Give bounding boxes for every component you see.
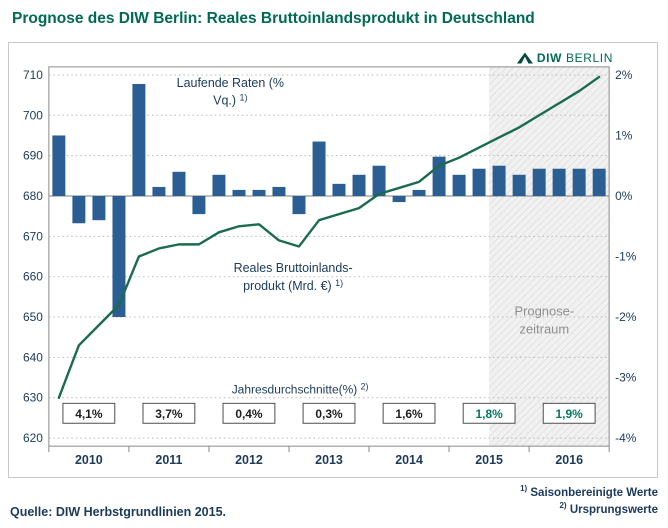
annual-average-value: 0,4% xyxy=(235,407,263,421)
gdp-level-line xyxy=(57,75,601,399)
footnote-1-text: Saisonbereinigte Werte xyxy=(530,486,658,499)
right-axis-tick-label: -2% xyxy=(615,310,637,324)
left-axis-tick-label: 690 xyxy=(23,149,43,163)
year-label-2010: 2010 xyxy=(75,453,103,467)
gdp-rate-bar-2012Q4 xyxy=(272,186,286,196)
year-label-2013: 2013 xyxy=(315,453,343,467)
right-axis-tick-label: -3% xyxy=(615,371,637,385)
left-axis-tick-label: 620 xyxy=(23,431,43,445)
annual-average-box xyxy=(302,402,356,424)
left-axis-tick-label: 680 xyxy=(23,189,43,203)
annual-average-box xyxy=(222,402,276,424)
annual-averages-label: Jahresdurchschnitte(%) 2) xyxy=(232,381,369,396)
gdp-rate-bar-2013Q2 xyxy=(312,141,326,196)
annual-average-value: 1,8% xyxy=(475,407,503,421)
page-title: Prognose des DIW Berlin: Reales Bruttoin… xyxy=(12,10,535,27)
year-label-2012: 2012 xyxy=(235,453,263,467)
year-label-2015: 2015 xyxy=(475,453,503,467)
annual-average-box xyxy=(382,402,436,424)
gdp-rate-bar-2015Q4 xyxy=(512,174,526,196)
right-axis-tick-label: -4% xyxy=(615,431,637,445)
gdp-rate-bar-2013Q4 xyxy=(352,174,366,196)
annual-average-value: 4,1% xyxy=(75,407,103,421)
footnote-2-marker: 2) xyxy=(559,501,567,511)
left-axis-tick-label: 630 xyxy=(23,391,43,405)
year-label-2016: 2016 xyxy=(555,453,583,467)
left-axis-tick-label: 670 xyxy=(23,229,43,243)
gdp-rate-bar-2011Q1 xyxy=(132,84,146,196)
gdp-rate-bar-2014Q4 xyxy=(432,156,446,196)
left-axis-tick-label: 660 xyxy=(23,270,43,284)
gdp-rate-bar-2012Q1 xyxy=(212,174,226,196)
gdp-rate-bar-2010Q3 xyxy=(92,195,106,221)
forecast-period-label: Prognose- xyxy=(514,304,574,319)
left-axis-tick-label: 650 xyxy=(23,310,43,324)
annual-average-box xyxy=(62,402,116,424)
gdp-rate-bar-2010Q2 xyxy=(72,195,86,224)
left-axis-tick-label: 710 xyxy=(23,68,43,82)
footnote-1: 1) Saisonbereinigte Werte xyxy=(520,484,658,501)
annual-average-value: 1,6% xyxy=(395,407,423,421)
logo-text-berlin: BERLIN xyxy=(566,51,613,65)
gdp-rate-bar-2016Q3 xyxy=(572,168,586,196)
gdp-rate-bar-2015Q2 xyxy=(472,168,486,196)
chart-frame: DIW BERLIN 710 700 690 680 670 660 650 640 630 62… xyxy=(8,42,658,478)
annual-average-box xyxy=(542,402,596,424)
left-axis-tick-label: 700 xyxy=(23,108,43,122)
gdp-rate-bar-2011Q3 xyxy=(172,171,186,196)
footnotes: 1) Saisonbereinigte Werte 2) Ursprungswe… xyxy=(520,484,658,519)
diw-logo-icon xyxy=(516,52,533,64)
gdp-rate-bar-2013Q3 xyxy=(332,183,346,196)
gdp-rate-bar-2016Q4 xyxy=(592,168,606,196)
line-series-label: produkt (Mrd. €) 1) xyxy=(243,278,343,293)
bar-series-label: Laufende Raten (% xyxy=(177,76,284,90)
footnote-1-marker: 1) xyxy=(520,484,528,493)
annual-average-value: 3,7% xyxy=(155,407,183,421)
year-label-2014: 2014 xyxy=(395,453,423,467)
gdp-rate-bar-2013Q1 xyxy=(292,195,306,215)
footnote-2-text: Ursprungswerte xyxy=(569,504,658,517)
logo-text-diw: DIW xyxy=(536,51,563,65)
gdp-rate-bar-2016Q2 xyxy=(552,168,566,196)
gdp-rate-bar-2010Q1 xyxy=(52,135,66,196)
source-note: Quelle: DIW Herbstgrundlinien 2015. xyxy=(10,505,227,519)
gdp-rate-bar-2010Q4 xyxy=(112,195,126,318)
gdp-chart: 710 700 690 680 670 660 650 640 630 620 2% 1% 0% -1% -… xyxy=(23,66,637,467)
plot-border xyxy=(48,66,610,447)
footnote-2: 2) Ursprungswerte xyxy=(520,501,658,518)
right-axis-tick-label: 1% xyxy=(615,128,633,142)
gdp-rate-bar-2011Q2 xyxy=(152,186,166,196)
gdp-rate-bar-2012Q2 xyxy=(232,189,246,196)
gdp-rate-bar-2014Q3 xyxy=(412,189,426,196)
annual-average-box xyxy=(462,402,516,424)
bar-series-label: Vq.) 1) xyxy=(213,93,247,108)
gdp-rate-bar-2011Q4 xyxy=(192,195,206,215)
diw-berlin-logo: DIW BERLIN xyxy=(516,51,613,65)
gdp-rate-bar-2014Q1 xyxy=(372,165,386,196)
gdp-rate-bar-2012Q3 xyxy=(252,189,266,196)
annual-average-value: 0,3% xyxy=(315,407,343,421)
annual-average-value: 1,9% xyxy=(556,407,584,421)
year-label-2011: 2011 xyxy=(155,453,182,467)
right-axis-tick-label: -1% xyxy=(615,250,637,264)
gdp-rate-bar-2014Q2 xyxy=(392,195,406,203)
forecast-region xyxy=(489,66,610,447)
gdp-rate-bar-2015Q3 xyxy=(492,165,506,196)
left-axis-tick-label: 640 xyxy=(23,350,43,364)
gdp-rate-bar-2016Q1 xyxy=(532,168,546,196)
right-axis-tick-label: 2% xyxy=(615,68,633,82)
gdp-rate-bar-2015Q1 xyxy=(452,174,466,196)
annual-average-box xyxy=(142,402,196,424)
forecast-period-label: zeitraum xyxy=(520,322,570,337)
line-series-label: Reales Bruttoinlands- xyxy=(234,261,353,275)
right-axis-tick-label: 0% xyxy=(615,189,633,203)
